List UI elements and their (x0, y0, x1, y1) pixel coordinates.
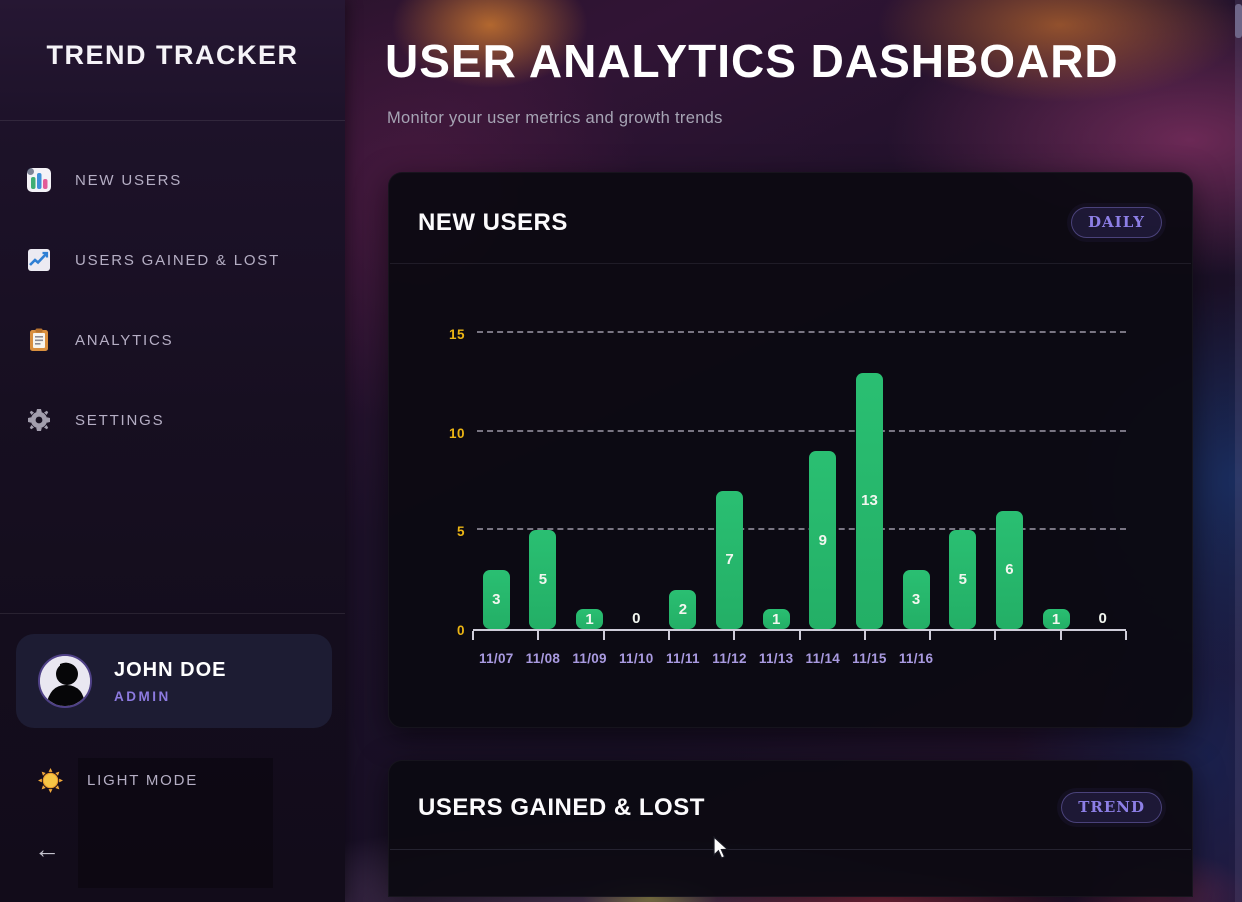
axis-tick (994, 631, 997, 640)
y-axis-label: 15 (448, 327, 465, 343)
light-mode-label: LIGHT MODE (87, 771, 199, 789)
bar[interactable]: 2 (669, 589, 697, 629)
x-axis-line (473, 629, 1126, 631)
bar[interactable]: 3 (482, 569, 510, 629)
card-title-new-users: NEW USERS (418, 209, 568, 236)
page-title: USER ANALYTICS DASHBOARD (385, 35, 1119, 87)
bar[interactable]: 5 (949, 530, 977, 629)
bar-chart-icon (27, 168, 51, 192)
chart-increasing-icon (28, 249, 50, 271)
collapse-sidebar-arrow[interactable]: ← (34, 834, 60, 864)
mouse-cursor (713, 836, 730, 859)
axis-tick (602, 631, 605, 640)
profile-name: JOHN DOE (114, 658, 227, 681)
page-subtitle: Monitor your user metrics and growth tre… (387, 109, 723, 127)
card-header-divider (390, 263, 1191, 264)
grid-line (477, 528, 1126, 531)
x-axis-label: 11/15 (852, 651, 887, 666)
zero-value-label: 0 (1098, 610, 1107, 627)
y-axis-label: 10 (448, 425, 465, 441)
bar[interactable]: 6 (995, 510, 1023, 629)
sidebar-item-label: ANALYTICS (75, 331, 174, 349)
sidebar-shade (78, 758, 273, 888)
bar-value-label: 7 (725, 551, 734, 569)
bar-value-label: 5 (538, 571, 548, 589)
sidebar: TREND TRACKER NEW USERS USERS GAINED & L… (0, 0, 345, 902)
sidebar-item-label: USERS GAINED & LOST (75, 251, 281, 269)
clipboard-icon (30, 328, 48, 351)
axis-tick (537, 631, 540, 640)
bar-value-label: 1 (585, 610, 594, 628)
x-axis-label: 11/11 (665, 651, 700, 666)
bar[interactable]: 1 (1042, 609, 1070, 629)
bar[interactable]: 1 (762, 609, 790, 629)
bar-value-label: 3 (492, 590, 501, 608)
x-axis-label: 11/13 (758, 651, 794, 666)
sidebar-item-label: NEW USERS (75, 171, 183, 189)
x-axis-label: 11/12 (712, 651, 747, 666)
avatar (38, 654, 92, 708)
axis-tick (667, 631, 670, 640)
axis-tick (1125, 631, 1127, 640)
grid-line (477, 429, 1126, 432)
bar-value-label: 1 (1051, 610, 1061, 628)
bar-value-label: 6 (1005, 561, 1014, 579)
bar[interactable]: 7 (716, 490, 744, 629)
bar[interactable]: 9 (809, 451, 837, 629)
user-profile-card[interactable]: JOHN DOE ADMIN (16, 634, 332, 728)
axis-tick (1059, 631, 1062, 640)
bar-chart: 0 5 10 15 3 11/07 5 11/08 1 11/09 0 11/10 2 11/11 7 11/… (449, 313, 1127, 666)
bar-value-label: 3 (911, 590, 921, 608)
bar-value-label: 9 (818, 531, 827, 549)
scrollbar-thumb[interactable] (1235, 4, 1242, 38)
scrollbar-track[interactable] (1235, 0, 1242, 902)
x-axis-label: 11/08 (525, 651, 561, 666)
sidebar-item-settings[interactable]: SETTINGS (0, 400, 345, 440)
bar[interactable]: 13 (855, 372, 883, 629)
axis-tick (929, 631, 932, 640)
axis-tick (863, 631, 866, 640)
card-header-divider (390, 849, 1191, 850)
profile-role: ADMIN (114, 688, 171, 704)
bar-value-label: 5 (958, 571, 967, 589)
sidebar-divider-bottom (0, 613, 345, 614)
y-axis-label: 5 (456, 524, 465, 540)
bar-value-label: 1 (772, 610, 781, 628)
bar-value-label: 2 (678, 600, 688, 618)
x-axis-label: 11/10 (618, 651, 654, 666)
x-axis-label: 11/16 (898, 651, 934, 666)
x-axis-label: 11/07 (479, 651, 514, 666)
bar-value-label: 13 (861, 492, 878, 510)
sidebar-divider-top (0, 120, 345, 121)
y-axis-label: 0 (456, 623, 465, 638)
bar[interactable]: 5 (529, 530, 557, 629)
sun-icon (38, 767, 63, 793)
x-axis-label: 11/14 (805, 651, 841, 666)
axis-tick (733, 631, 736, 640)
light-mode-toggle[interactable]: LIGHT MODE (38, 766, 298, 794)
card-title-users-gained-lost: USERS GAINED & LOST (418, 794, 705, 821)
app-title: TREND TRACKER (46, 40, 299, 70)
bar[interactable]: 3 (902, 569, 930, 629)
axis-tick (798, 631, 801, 640)
daily-badge[interactable]: DAILY (1071, 207, 1162, 238)
axis-tick (472, 631, 474, 640)
profile-text: JOHN DOE ADMIN (114, 659, 226, 704)
trend-badge[interactable]: TREND (1061, 792, 1162, 823)
sidebar-item-analytics[interactable]: ANALYTICS (0, 320, 345, 360)
bar[interactable]: 1 (576, 609, 604, 629)
x-axis-label: 11/09 (572, 651, 607, 666)
users-gained-lost-card: USERS GAINED & LOST TREND (388, 760, 1193, 897)
sidebar-item-label: SETTINGS (75, 411, 165, 429)
grid-line (477, 331, 1126, 334)
sidebar-item-new-users[interactable]: NEW USERS (0, 160, 345, 200)
new-users-card: NEW USERS DAILY 0 5 10 15 3 11/07 5 11/08 1 11/09… (388, 172, 1193, 728)
zero-value-label: 0 (632, 610, 641, 627)
gear-icon (28, 409, 50, 431)
sidebar-item-users-gained-lost[interactable]: USERS GAINED & LOST (0, 240, 345, 280)
